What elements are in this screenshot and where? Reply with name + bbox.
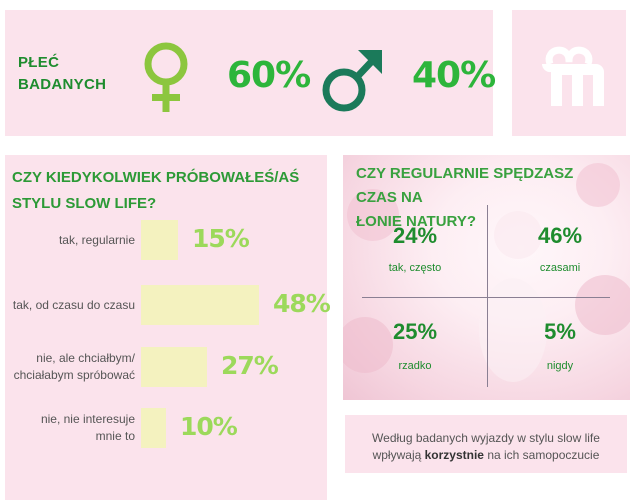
summary-line2: wpływają korzystnie na ich samopoczucie [345, 447, 627, 464]
slow-life-panel [5, 155, 327, 500]
quadrant-pct: 5% [544, 319, 576, 344]
bar-category-label: nie, nie interesuje mnie to [0, 411, 135, 445]
bar-category-label-line: nie, nie interesuje [40, 412, 135, 426]
bar-category-label: nie, ale chciałbym/chciałabym spróbować [0, 350, 135, 384]
bar-category-label-line: chciałabym spróbować [13, 368, 135, 382]
quadrant-label: rzadko [398, 360, 432, 372]
summary-panel [345, 415, 627, 473]
slow-life-title-line2: STYLU SLOW LIFE? [12, 195, 157, 212]
bar-value-label: 27% [221, 351, 279, 380]
logo-panel [512, 10, 626, 136]
brand-logo-icon [541, 46, 604, 106]
bar-value-label: 10% [180, 412, 238, 441]
bar-category-label-line: mnie to [95, 429, 135, 443]
gender-label: PŁEĆ BADANYCH [18, 52, 106, 96]
gender-panel [5, 10, 493, 136]
slow-life-title-line1: CZY KIEDYKOLWIEK PRÓBOWAŁEŚ/AŚ [12, 169, 300, 186]
summary-line2-start: wpływają [372, 448, 425, 462]
gender-label-line2: BADANYCH [18, 76, 107, 93]
slow-life-title: CZY KIEDYKOLWIEK PRÓBOWAŁEŚ/AŚ STYLU SLO… [12, 165, 322, 217]
summary-line1: Według badanych wyjazdy w stylu slow lif… [372, 431, 600, 445]
bar [141, 347, 207, 387]
summary-line2-end: na ich samopoczucie [483, 448, 600, 462]
quadrant-pct: 25% [392, 319, 438, 344]
female-symbol-icon [144, 42, 188, 112]
quadrant-horizontal-divider [362, 297, 610, 298]
summary-emphasis: korzystnie [424, 448, 484, 462]
quadrant-label: czasami [539, 262, 581, 274]
nature-title-line1: CZY REGULARNIE SPĘDZASZ CZAS NA [356, 165, 574, 206]
bar [141, 220, 178, 260]
nature-title-line2: ŁONIE NATURY? [356, 213, 476, 230]
bar [141, 285, 259, 325]
bar-category-label: tak, regularnie [0, 232, 135, 249]
male-percentage: 40% [412, 55, 496, 96]
bar-category-label: tak, od czasu do czasu [0, 297, 135, 314]
nature-panel [343, 155, 630, 400]
quadrant-pct: 46% [537, 223, 583, 248]
nature-title: CZY REGULARNIE SPĘDZASZ CZAS NA ŁONIE NA… [356, 162, 616, 234]
bar-category-label-line: tak, regularnie [58, 232, 135, 247]
bar-value-label: 48% [273, 289, 331, 318]
gender-label-line1: PŁEĆ [18, 54, 60, 71]
male-symbol-icon [322, 50, 382, 112]
nature-background-photo [343, 163, 630, 382]
female-percentage: 60% [227, 55, 311, 96]
quadrant-label: nigdy [546, 360, 574, 372]
bar-value-label: 15% [192, 224, 250, 253]
summary-text: Według badanych wyjazdy w stylu slow lif… [345, 430, 627, 464]
quadrant-vertical-divider [487, 205, 488, 387]
bar-category-label-line: tak, od czasu do czasu [12, 297, 135, 312]
quadrant-label: tak, często [388, 262, 442, 274]
bar-category-label-line: nie, ale chciałbym/ [36, 351, 135, 365]
quadrant-pct: 24% [392, 223, 438, 248]
bar [141, 408, 166, 448]
